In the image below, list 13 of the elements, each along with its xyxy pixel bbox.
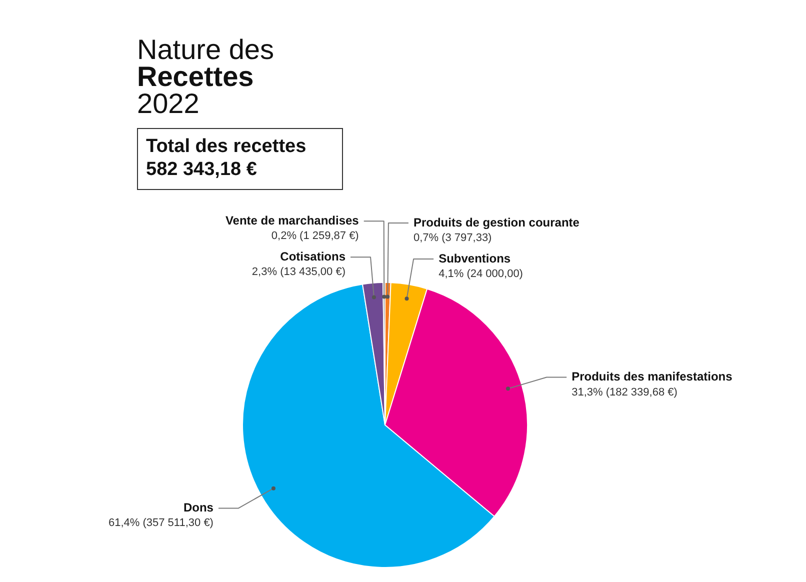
data-label: 31,3% (182 339,68 €) [572, 386, 678, 398]
slice-label: Vente de marchandises [225, 213, 360, 228]
slice-label: Produits de gestion courante [413, 215, 580, 230]
summary-box: Total des recettes 582 343,18 € [137, 128, 343, 190]
data-label: 2,3% (13 435,00 €) [252, 266, 346, 278]
data-label: 61,4% (357 511,30 €) [108, 517, 214, 530]
data-label: 0,2% (1 259,87 €) [271, 230, 359, 242]
slice-label: Cotisations [280, 249, 346, 264]
slice-label: Dons [183, 500, 214, 515]
slice-label: Subventions [438, 251, 511, 266]
data-label: 4,1% (24 000,00) [438, 268, 523, 280]
slice-label: Produits des manifestations [572, 370, 733, 384]
data-label: 0,7% (3 797,33) [413, 232, 492, 244]
